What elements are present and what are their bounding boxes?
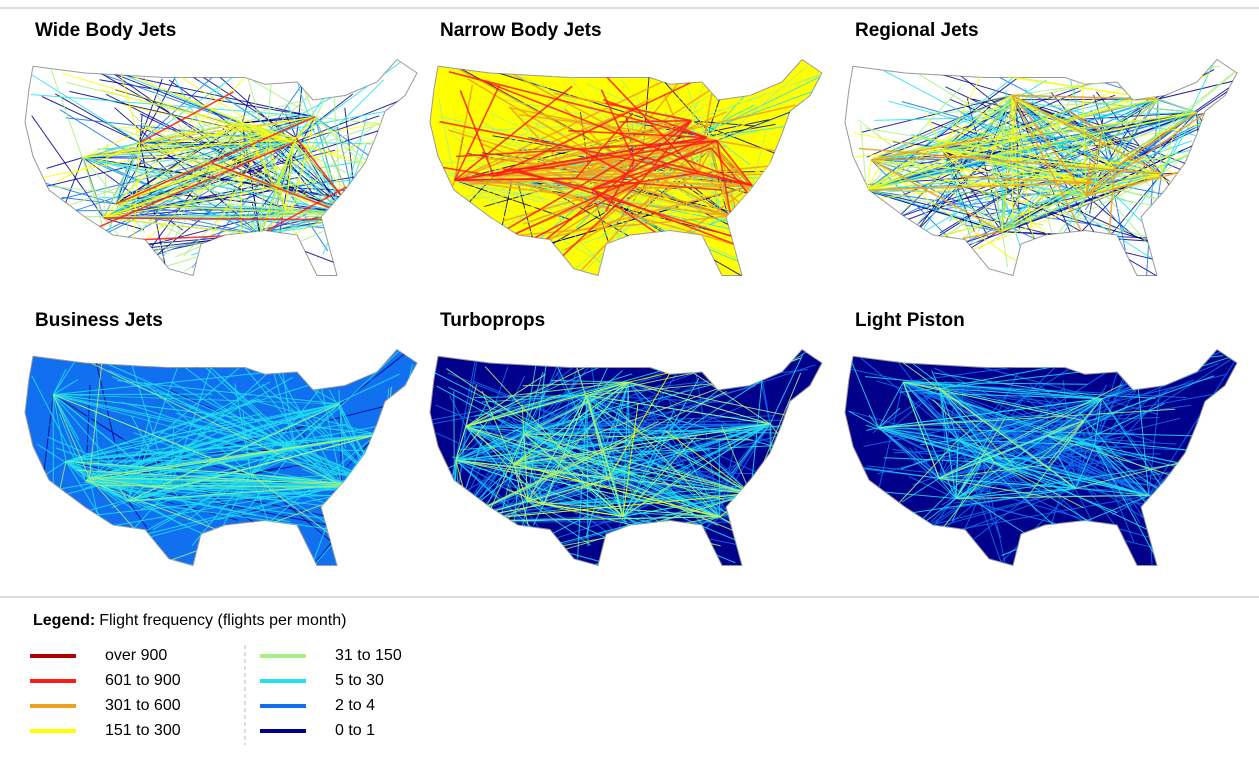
route-line <box>341 212 343 279</box>
route-line <box>1197 113 1216 184</box>
route-line <box>342 485 382 487</box>
route-line <box>377 435 380 484</box>
route-line <box>39 501 129 558</box>
panel-title: Turboprops <box>440 310 545 331</box>
figure: Legend:Flight frequency (flights per mon… <box>0 0 1259 767</box>
route-line <box>1197 113 1206 226</box>
route-line <box>1149 495 1154 540</box>
route-line <box>342 475 406 486</box>
legend-item-label: 2 to 4 <box>335 697 375 714</box>
legend-item-label: 31 to 150 <box>335 647 402 664</box>
route-line <box>751 463 815 494</box>
route-line <box>381 487 416 501</box>
panel-title: Wide Body Jets <box>35 20 176 41</box>
route-line <box>439 460 456 549</box>
route-line <box>852 190 867 213</box>
route-line <box>380 484 382 488</box>
route-line <box>447 482 455 522</box>
route-line <box>1197 113 1240 184</box>
legend-caption: Flight frequency (flights per month) <box>99 612 346 629</box>
legend-item-label: 5 to 30 <box>335 672 384 689</box>
route-line <box>381 394 408 488</box>
legend-item-label: over 900 <box>105 647 167 664</box>
route-line <box>439 513 454 522</box>
route-line <box>1162 174 1206 238</box>
route-line <box>342 485 352 492</box>
route-line <box>1149 495 1243 561</box>
legend-item-label: 601 to 900 <box>105 672 181 689</box>
route-line <box>357 484 379 539</box>
legend-item-label: 151 to 300 <box>105 722 181 739</box>
route-line <box>375 487 381 498</box>
panel-title: Narrow Body Jets <box>440 20 602 41</box>
panel-title: Light Piston <box>855 310 965 331</box>
route-line <box>377 435 381 488</box>
route-line <box>336 484 380 505</box>
route-line <box>731 216 793 265</box>
route-line <box>345 216 358 239</box>
legend-item-label: 301 to 600 <box>105 697 181 714</box>
route-line <box>53 394 212 395</box>
legend-item-label: 0 to 1 <box>335 722 375 739</box>
panel-title: Regional Jets <box>855 20 979 41</box>
panel-title: Business Jets <box>35 310 163 331</box>
route-line <box>342 484 380 485</box>
route-line <box>341 485 342 496</box>
route-line <box>373 451 380 484</box>
route-line <box>436 180 455 234</box>
legend-label: Legend: <box>33 612 95 629</box>
route-line <box>361 468 379 484</box>
route-line <box>1012 95 1013 219</box>
route-line <box>1149 495 1213 505</box>
route-line <box>770 424 805 469</box>
legend-title: Legend:Flight frequency (flights per mon… <box>33 612 346 629</box>
route-line <box>341 202 378 212</box>
